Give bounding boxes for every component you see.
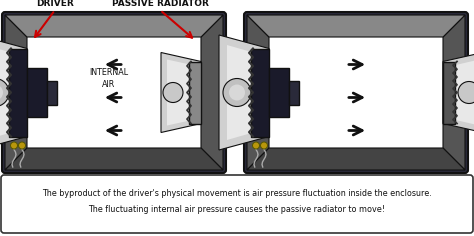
Bar (27, 37, 201, 148)
Circle shape (18, 142, 26, 149)
Polygon shape (0, 45, 25, 140)
Bar (189, 62, 201, 123)
FancyBboxPatch shape (2, 12, 226, 173)
Bar (269, 68, 289, 117)
Bar (443, 62, 455, 123)
Polygon shape (167, 59, 199, 126)
FancyBboxPatch shape (244, 12, 468, 173)
Circle shape (223, 79, 251, 106)
Polygon shape (219, 35, 269, 150)
Circle shape (10, 142, 18, 149)
Polygon shape (445, 60, 474, 125)
Text: PASSIVE RADIATOR: PASSIVE RADIATOR (111, 0, 209, 8)
Polygon shape (5, 15, 27, 170)
Text: The byproduct of the driver's physical movement is air pressure fluctuation insi: The byproduct of the driver's physical m… (42, 190, 432, 198)
Circle shape (163, 83, 183, 102)
Polygon shape (5, 148, 223, 170)
Polygon shape (227, 45, 267, 140)
Bar (289, 80, 299, 105)
Bar (251, 49, 269, 136)
Circle shape (0, 79, 9, 106)
Bar (47, 80, 57, 105)
Polygon shape (201, 15, 223, 170)
Polygon shape (247, 148, 465, 170)
Text: INTERNAL
AIR: INTERNAL AIR (90, 68, 128, 88)
Circle shape (0, 84, 3, 101)
Circle shape (458, 81, 474, 104)
Circle shape (253, 142, 259, 149)
Text: DRIVER: DRIVER (36, 0, 74, 8)
Polygon shape (247, 15, 465, 37)
Bar (269, 37, 443, 148)
Polygon shape (443, 52, 474, 132)
Polygon shape (247, 15, 269, 170)
Polygon shape (0, 35, 27, 150)
Bar (9, 49, 27, 136)
Circle shape (261, 142, 267, 149)
Bar (27, 68, 47, 117)
FancyBboxPatch shape (1, 175, 473, 233)
Circle shape (229, 84, 245, 101)
Text: The fluctuating internal air pressure causes the passive radiator to move!: The fluctuating internal air pressure ca… (89, 205, 385, 214)
Polygon shape (443, 15, 465, 170)
Polygon shape (161, 52, 201, 132)
Polygon shape (5, 15, 223, 37)
